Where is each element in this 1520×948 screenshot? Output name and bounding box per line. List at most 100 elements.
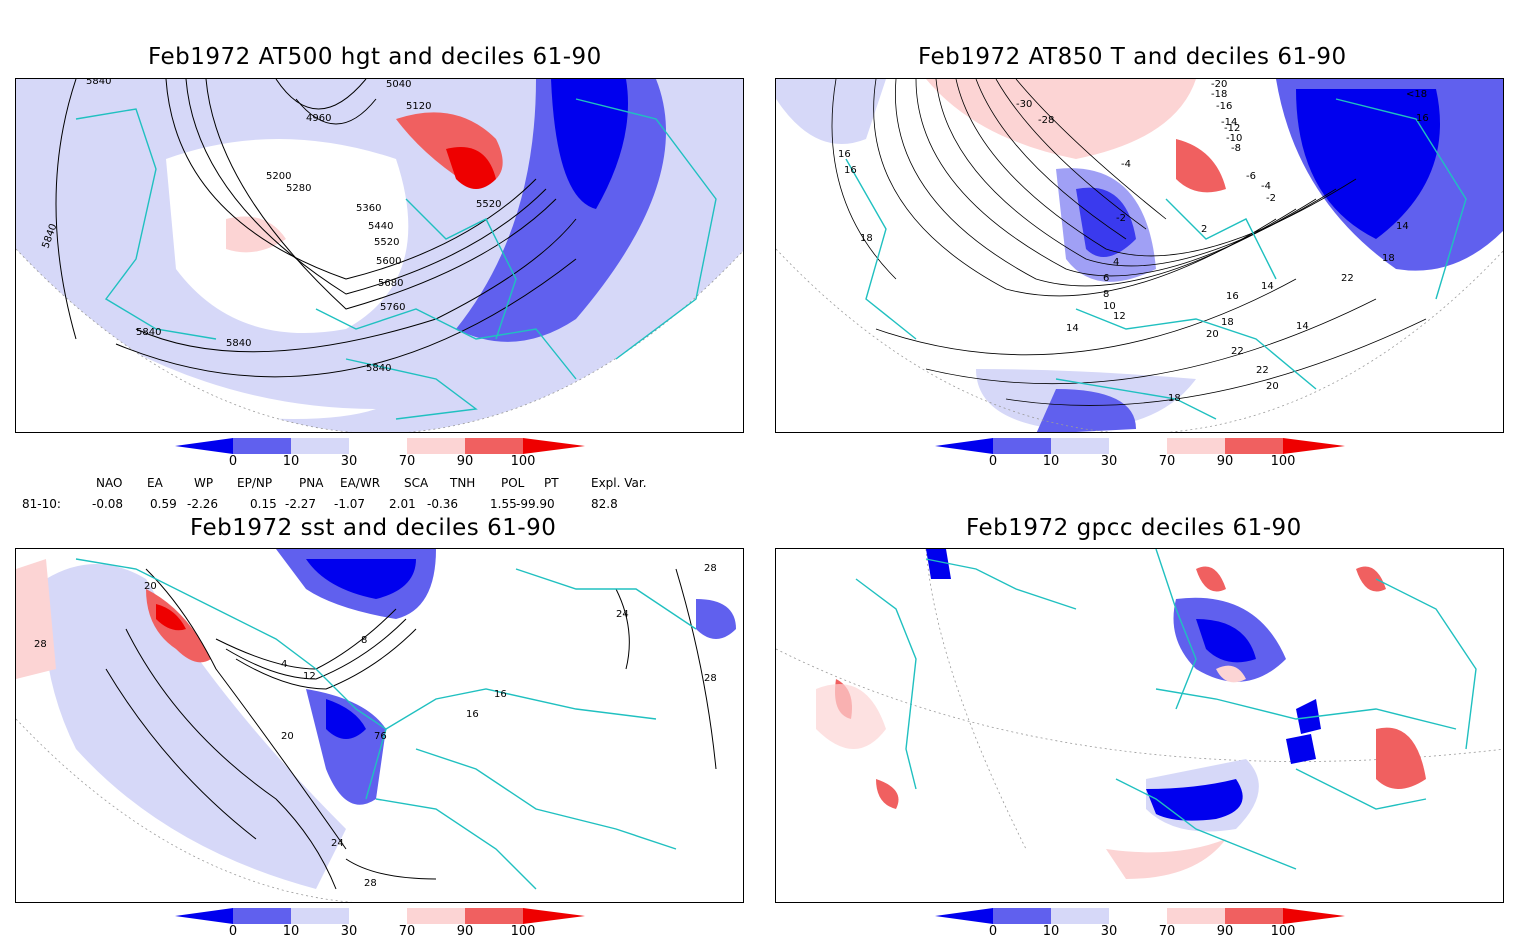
cbar-tick: 100	[510, 924, 536, 939]
index-header: NAO	[96, 476, 123, 490]
cbar-tick: 0	[228, 454, 238, 469]
svg-text:12: 12	[303, 671, 316, 682]
svg-text:20: 20	[1266, 381, 1279, 392]
index-row-label: 81-10:	[22, 497, 61, 511]
svg-text:8: 8	[1103, 289, 1109, 300]
svg-text:24: 24	[616, 609, 629, 620]
svg-text:14: 14	[1296, 321, 1309, 332]
svg-text:5280: 5280	[286, 183, 311, 194]
svg-text:24: 24	[331, 838, 344, 849]
index-header: PT	[544, 476, 559, 490]
cbar-tick: 100	[1270, 924, 1296, 939]
svg-text:-14: -14	[1221, 117, 1237, 128]
svg-text:4: 4	[281, 659, 287, 670]
svg-text:-20: -20	[1211, 79, 1227, 90]
cbar-tick: 90	[1216, 924, 1234, 939]
svg-text:5840: 5840	[86, 79, 111, 87]
svg-text:16: 16	[466, 709, 479, 720]
svg-text:4: 4	[1113, 257, 1119, 268]
index-header: PNA	[299, 476, 324, 490]
teleconnection-indices: NAO EA WP EP/NP PNA EA/WR SCA TNH POL PT…	[0, 474, 700, 514]
svg-text:-10: -10	[1226, 133, 1242, 144]
index-value: -2.26	[187, 497, 219, 511]
panel-title-gpcc: Feb1972 gpcc deciles 61-90	[966, 515, 1302, 541]
svg-text:14: 14	[1066, 323, 1079, 334]
cbar-tick: 0	[988, 924, 998, 939]
index-value: 1.55	[490, 497, 517, 511]
index-value: -2.27	[285, 497, 317, 511]
panel-title-at850: Feb1972 AT850 T and deciles 61-90	[918, 44, 1347, 70]
svg-text:6: 6	[1103, 273, 1109, 284]
svg-text:-30: -30	[1016, 99, 1032, 110]
cbar-tick: 30	[1100, 454, 1118, 469]
index-value: 0.59	[150, 497, 177, 511]
index-header: Expl. Var.	[591, 476, 647, 490]
svg-text:-2: -2	[1266, 193, 1276, 204]
map-sst: 20 28 4 8 12 20 24 28 16 16 76 24 28 28	[15, 548, 744, 903]
svg-text:20: 20	[1206, 329, 1219, 340]
svg-text:76: 76	[374, 731, 387, 742]
index-header: EA	[147, 476, 163, 490]
index-value: -0.36	[427, 497, 459, 511]
svg-text:-12: -12	[1224, 123, 1240, 134]
svg-text:-4: -4	[1261, 181, 1271, 192]
cbar-tick: 70	[398, 454, 416, 469]
cbar-tick: 100	[1270, 454, 1296, 469]
cbar-tick: 70	[398, 924, 416, 939]
svg-text:5360: 5360	[356, 203, 381, 214]
index-header: POL	[501, 476, 525, 490]
svg-text:5680: 5680	[378, 278, 403, 289]
map-at850-temperature: -20 -18 -16 -14 -12 -10 -8 -6 -4 -2 <18 …	[775, 78, 1504, 433]
svg-text:5040: 5040	[386, 79, 411, 90]
svg-text:5600: 5600	[376, 256, 401, 267]
cbar-tick: 10	[282, 454, 300, 469]
svg-text:14: 14	[1396, 221, 1409, 232]
cbar-tick: 90	[1216, 454, 1234, 469]
index-header: EA/WR	[340, 476, 381, 490]
svg-text:5200: 5200	[266, 171, 291, 182]
svg-text:-6: -6	[1246, 171, 1256, 182]
index-header: SCA	[404, 476, 429, 490]
cbar-tick: 70	[1158, 924, 1176, 939]
svg-text:14: 14	[1261, 281, 1274, 292]
svg-text:2: 2	[1201, 224, 1207, 235]
index-value: -0.08	[92, 497, 124, 511]
svg-text:5840: 5840	[136, 327, 161, 338]
svg-text:16: 16	[838, 149, 851, 160]
svg-text:28: 28	[34, 639, 47, 650]
svg-text:4960: 4960	[306, 113, 331, 124]
svg-text:16: 16	[494, 689, 507, 700]
svg-text:-2: -2	[1116, 213, 1126, 224]
svg-text:-16: -16	[1216, 101, 1232, 112]
index-header: TNH	[450, 476, 476, 490]
cbar-tick: 30	[340, 454, 358, 469]
cbar-tick: 90	[456, 454, 474, 469]
svg-text:18: 18	[1168, 393, 1181, 404]
colorbar-gpcc: 0 10 30 70 90 100	[935, 908, 1345, 948]
cbar-tick: 70	[1158, 454, 1176, 469]
panel-title-sst: Feb1972 sst and deciles 61-90	[190, 515, 557, 541]
index-value: 2.01	[389, 497, 416, 511]
cbar-tick: 10	[282, 924, 300, 939]
svg-text:18: 18	[860, 233, 873, 244]
cbar-tick: 0	[988, 454, 998, 469]
index-value: 82.8	[591, 497, 618, 511]
cbar-tick: 90	[456, 924, 474, 939]
svg-text:18: 18	[1382, 253, 1395, 264]
svg-text:20: 20	[144, 581, 157, 592]
cbar-tick: 100	[510, 454, 536, 469]
map-gpcc-precipitation	[775, 548, 1504, 903]
svg-text:10: 10	[1103, 301, 1116, 312]
svg-text:28: 28	[704, 673, 717, 684]
svg-text:16: 16	[844, 165, 857, 176]
svg-text:12: 12	[1113, 311, 1126, 322]
svg-text:28: 28	[704, 563, 717, 574]
svg-text:5520: 5520	[476, 199, 501, 210]
map-at500-height: 5840 5040 4960 5120 5200 5280 5360 5440 …	[15, 78, 744, 433]
svg-text:20: 20	[281, 731, 294, 742]
index-value: 0.15	[250, 497, 277, 511]
svg-text:8: 8	[361, 635, 367, 646]
index-header: EP/NP	[237, 476, 273, 490]
colorbar-sst: 0 10 30 70 90 100	[175, 908, 585, 948]
index-value: -1.07	[334, 497, 366, 511]
